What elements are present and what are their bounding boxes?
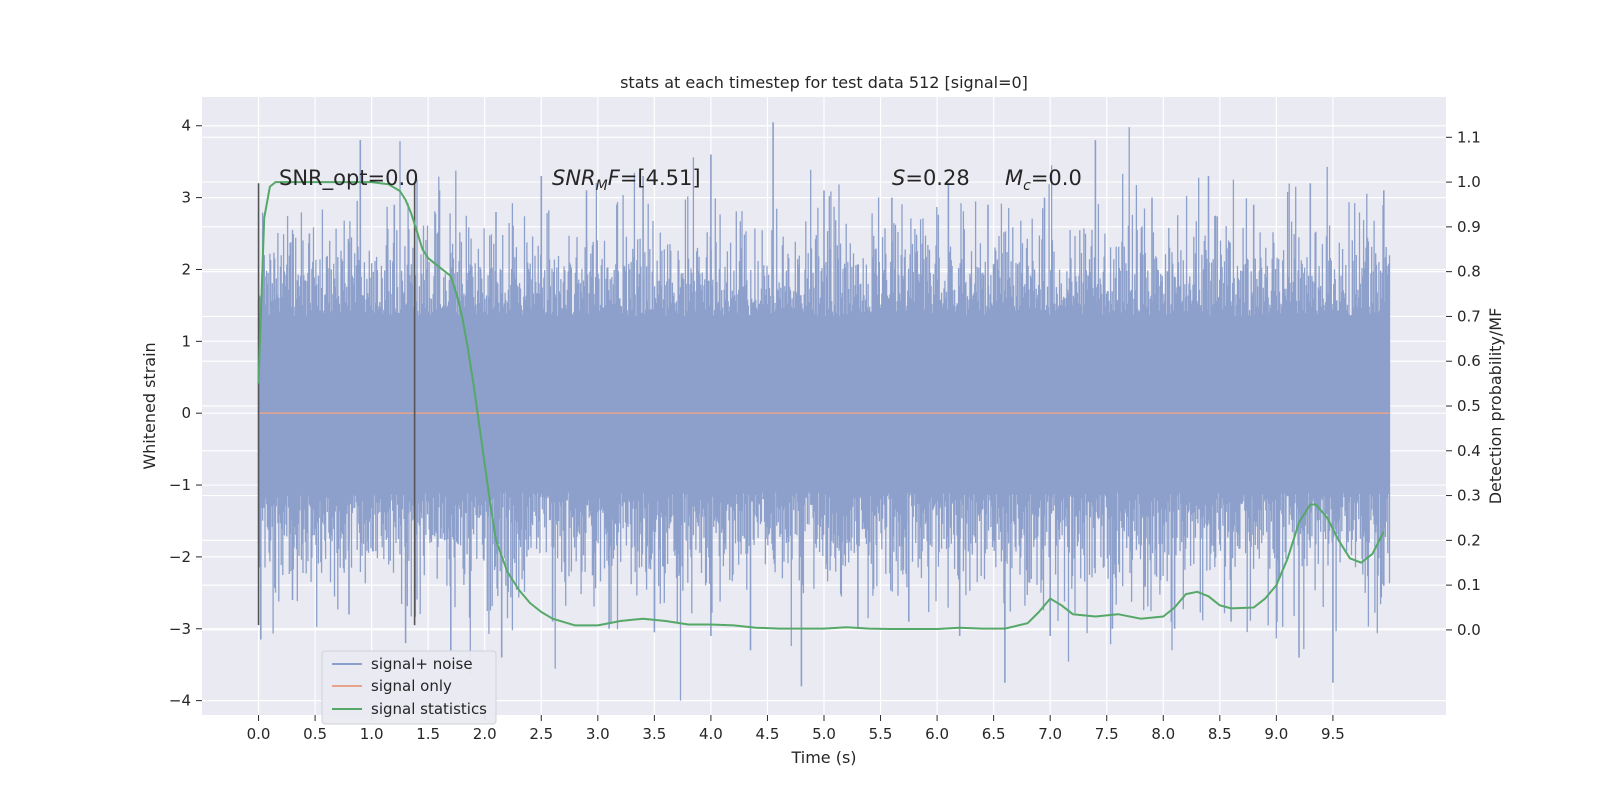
y-tick-label: −2 — [169, 548, 191, 566]
signal-statistics-line — [257, 181, 1385, 630]
x-tick-label: 2.0 — [473, 725, 497, 743]
legend: signal+ noise signal only signal statist… — [321, 650, 497, 725]
annotation-snr-opt: SNR_opt=0.0 — [279, 166, 419, 191]
annotation-mc-subscript: c — [1023, 178, 1031, 194]
legend-label-signal-statistics: signal statistics — [371, 700, 487, 718]
annotation-snr-mf-value: =[4.51] — [620, 166, 701, 190]
x-tick-label: 7.5 — [1095, 725, 1119, 743]
y2-tick-label: 0.7 — [1457, 307, 1481, 325]
x-tick-label: 4.0 — [699, 725, 723, 743]
y-tick-label: 4 — [181, 117, 191, 135]
annotation-snr-mf: SNRMF=[4.51] — [552, 166, 701, 194]
y2-tick-label: 0.3 — [1457, 487, 1481, 505]
series-signal-statistics — [257, 181, 1385, 630]
y2-tick-label: 1.0 — [1457, 173, 1481, 191]
annotation-mc-symbol: M — [1005, 166, 1023, 190]
vertical-markers — [257, 183, 416, 626]
annotation-snr-mf-symbol: SNR — [552, 166, 596, 190]
annotation-snr-mf-subscript: M — [596, 178, 608, 194]
series-signal-noise — [257, 122, 1391, 701]
x-tick-label: 4.5 — [756, 725, 780, 743]
x-tick-label: 1.0 — [360, 725, 384, 743]
y-tick-label: 2 — [181, 260, 191, 278]
y-tick-label: −4 — [169, 692, 191, 710]
y-tick-label: −3 — [169, 620, 191, 638]
x-tick-label: 8.0 — [1151, 725, 1175, 743]
legend-label-signal-noise: signal+ noise — [371, 655, 473, 673]
legend-box — [321, 650, 497, 725]
axis-ticks: 0.0 0.5 1.0 1.5 2.0 2.5 3.0 3.5 4.0 4.5 5.0 5.5 6.0 6… — [169, 117, 1481, 743]
x-tick-label: 6.0 — [925, 725, 949, 743]
x-tick-label: 6.5 — [982, 725, 1006, 743]
chart-title: stats at each timestep for test data 512… — [620, 73, 1028, 92]
y2-tick-label: 0.5 — [1457, 397, 1481, 415]
x-tick-label: 9.5 — [1321, 725, 1345, 743]
y2-tick-label: 0.0 — [1457, 621, 1481, 639]
x-axis-title: Time (s) — [790, 748, 856, 767]
x-tick-label: 2.5 — [529, 725, 553, 743]
annotation-s: S=0.28 — [892, 166, 970, 190]
y2-tick-label: 0.8 — [1457, 263, 1481, 281]
y2-tick-label: 0.9 — [1457, 218, 1481, 236]
y2-tick-label: 0.1 — [1457, 576, 1481, 594]
y2-tick-label: 1.1 — [1457, 128, 1481, 146]
y2-tick-label: 0.2 — [1457, 531, 1481, 549]
y2-tick-label: 0.4 — [1457, 442, 1481, 460]
annotation-s-value: =0.28 — [905, 166, 969, 190]
y-axis-title: Whitened strain — [140, 342, 159, 469]
x-tick-label: 8.5 — [1208, 725, 1232, 743]
y-tick-label: −1 — [169, 476, 191, 494]
x-tick-label: 5.5 — [869, 725, 893, 743]
x-tick-label: 3.5 — [642, 725, 666, 743]
x-tick-label: 7.0 — [1038, 725, 1062, 743]
annotation-snr-mf-f: F — [608, 166, 621, 190]
y-tick-label: 3 — [181, 189, 191, 207]
x-tick-label: 1.5 — [416, 725, 440, 743]
legend-label-signal-only: signal only — [371, 677, 452, 695]
y2-tick-label: 0.6 — [1457, 352, 1481, 370]
annotation-mc: Mc=0.0 — [1005, 166, 1082, 194]
y2-axis-title: Detection probability/MF — [1486, 308, 1505, 505]
x-tick-label: 3.0 — [586, 725, 610, 743]
y-tick-label: 0 — [181, 404, 191, 422]
x-tick-label: 0.5 — [303, 725, 327, 743]
annotation-mc-value: =0.0 — [1031, 166, 1082, 190]
x-tick-label: 9.0 — [1264, 725, 1288, 743]
x-tick-label: 0.0 — [247, 725, 271, 743]
x-tick-label: 5.0 — [812, 725, 836, 743]
noise-extremes — [260, 122, 1385, 687]
annotation-s-symbol: S — [892, 166, 905, 190]
y-tick-label: 1 — [181, 332, 191, 350]
